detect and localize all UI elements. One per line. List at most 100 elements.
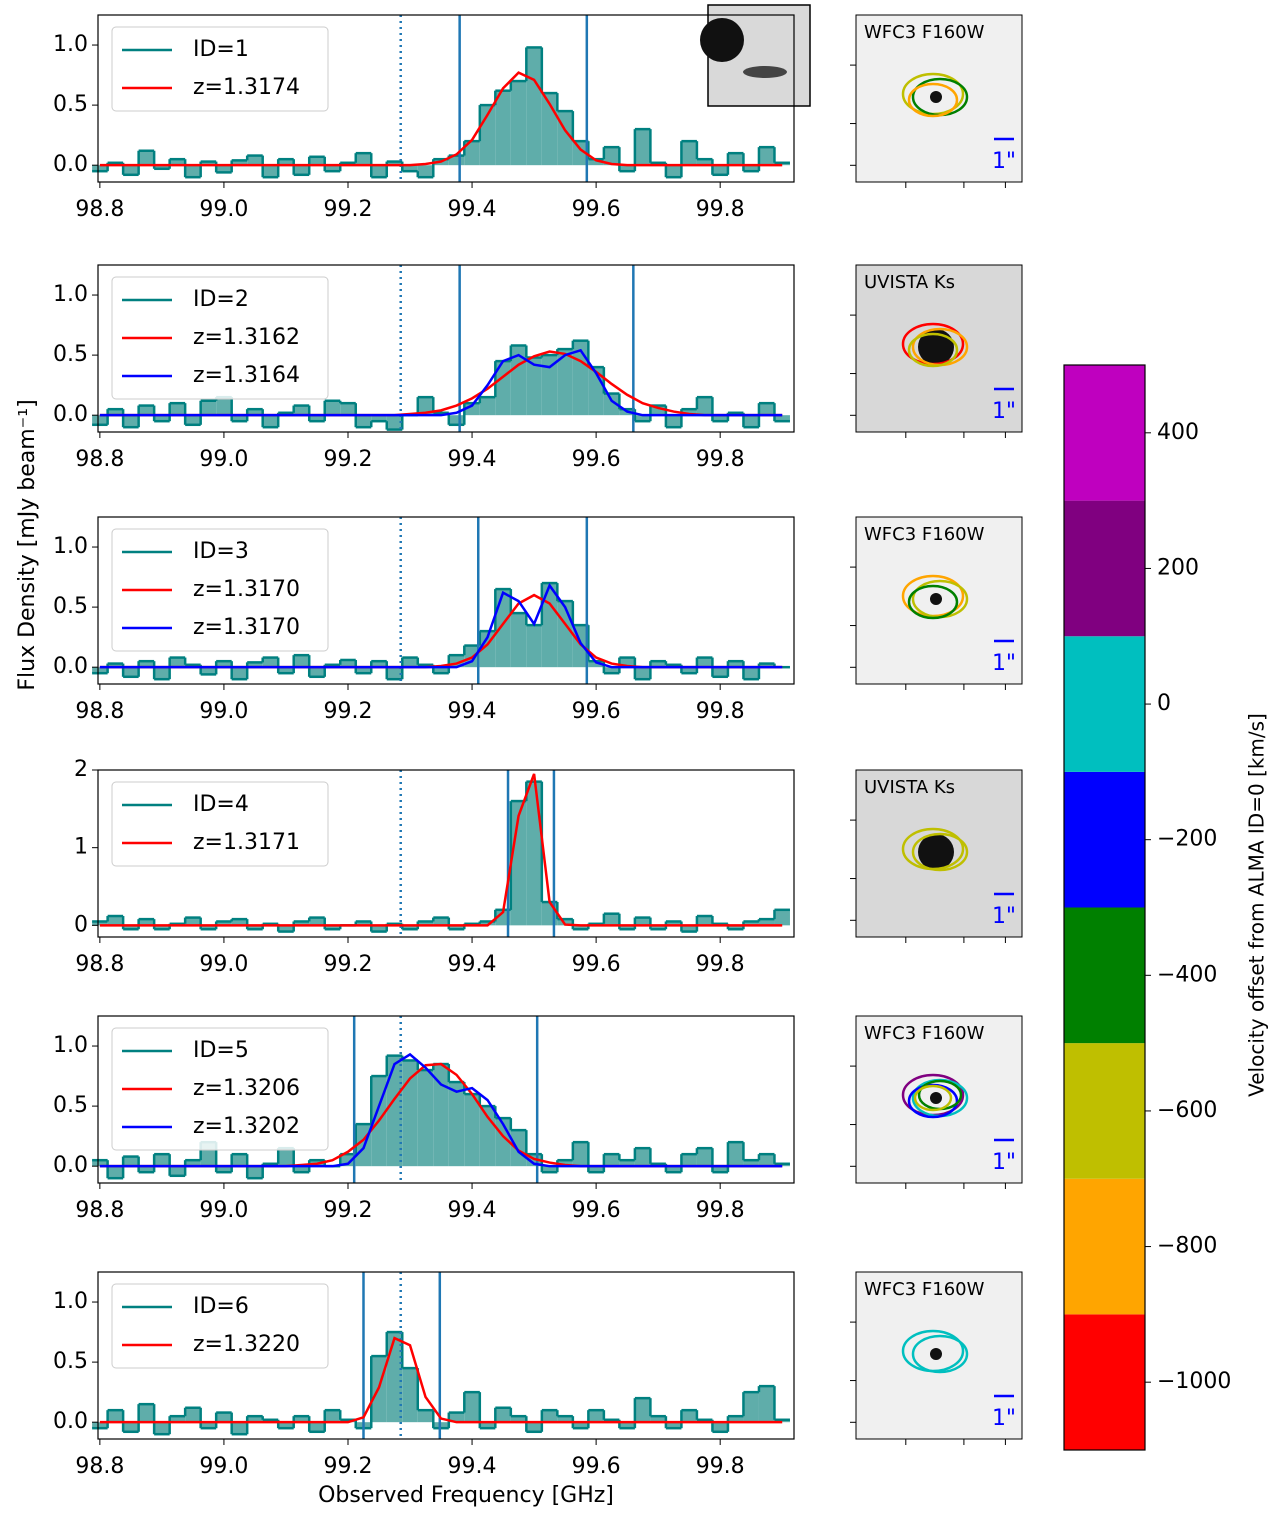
x-tick-label: 99.4 <box>448 699 497 724</box>
x-tick-label: 99.6 <box>572 952 621 977</box>
histogram-bar <box>696 916 713 926</box>
histogram-bar <box>107 663 124 668</box>
histogram-bar <box>371 661 387 668</box>
x-tick-label: 99.0 <box>199 699 248 724</box>
histogram-bar <box>634 415 651 422</box>
histogram-bar <box>278 667 294 674</box>
histogram-bar <box>355 153 372 166</box>
x-tick-label: 99.0 <box>199 1198 248 1223</box>
histogram-bar <box>448 1412 465 1423</box>
fit-line <box>99 348 783 417</box>
y-tick-label: 0.0 <box>53 1153 88 1178</box>
histogram-bar <box>758 919 775 926</box>
y-tick-label: 0.5 <box>53 342 88 367</box>
histogram-bar <box>200 1422 217 1429</box>
histogram-bar <box>216 165 232 173</box>
histogram-bar <box>293 1416 310 1423</box>
histogram-bar <box>355 415 372 428</box>
histogram-bar <box>634 667 651 680</box>
histogram-bar <box>743 667 759 680</box>
axes-frame <box>97 1271 795 1440</box>
histogram-bar <box>92 921 108 926</box>
histogram-bar <box>665 1422 682 1429</box>
histogram-bar <box>557 1416 573 1423</box>
histogram-bar <box>619 657 635 668</box>
histogram-bar <box>154 415 170 422</box>
histogram-bar <box>402 1368 418 1423</box>
histogram-bar <box>169 1166 186 1176</box>
histogram-bar <box>123 667 139 677</box>
contour <box>911 832 969 872</box>
x-tick-label: 99.2 <box>323 952 372 977</box>
histogram-bar <box>510 1130 527 1167</box>
x-tick-label: 99.8 <box>696 952 745 977</box>
histogram-bar <box>185 1160 201 1167</box>
histogram-bar <box>138 405 155 416</box>
histogram-bar <box>200 667 217 675</box>
histogram-bar <box>743 165 759 172</box>
histogram-bar <box>293 165 310 175</box>
histogram-bar <box>464 141 480 166</box>
contour <box>907 584 959 620</box>
histogram-bar <box>495 90 511 166</box>
histogram-bar <box>712 1166 728 1173</box>
histogram-bar <box>402 657 418 668</box>
legend-label: z=1.3170 <box>193 615 300 640</box>
histogram-bar <box>216 1412 232 1423</box>
histogram-bar <box>262 165 279 178</box>
histogram-bar <box>634 917 651 926</box>
fit-line <box>99 1052 783 1168</box>
histogram-bar <box>247 1166 263 1179</box>
histogram-bar <box>417 1410 434 1423</box>
y-tick-label: 1.0 <box>53 1033 88 1058</box>
histogram-bar <box>526 357 542 416</box>
thumbnail-source <box>930 1348 942 1360</box>
scale-label: 1" <box>992 1150 1016 1175</box>
histogram-bar <box>727 1142 744 1167</box>
histogram-bar <box>107 1166 124 1179</box>
histogram-bar <box>123 925 139 930</box>
histogram-bar <box>185 1407 201 1423</box>
histogram-bar <box>510 81 527 166</box>
histogram-bar <box>588 159 604 166</box>
histogram-bar <box>293 405 310 416</box>
y-axis-label: Flux Density [mJy beam⁻¹] <box>15 399 40 690</box>
colorbar-segment <box>1064 771 1145 908</box>
histogram-bar <box>123 415 139 428</box>
histogram-bar <box>262 657 279 668</box>
fit-line <box>99 1336 783 1424</box>
histogram-bar <box>216 921 232 926</box>
histogram-bar <box>665 1166 682 1173</box>
histogram-bar <box>464 1392 480 1423</box>
legend-box <box>111 528 329 652</box>
y-tick-label: 0 <box>74 912 88 937</box>
histogram-bar <box>216 397 232 416</box>
colorbar-tick-label: −400 <box>1157 962 1217 987</box>
x-tick-label: 99.2 <box>323 447 372 472</box>
histogram-bar <box>324 1410 341 1423</box>
histogram-bar <box>572 1422 589 1429</box>
histogram-bar <box>634 1398 651 1423</box>
contour <box>913 1084 953 1112</box>
x-tick-label: 99.2 <box>323 1198 372 1223</box>
histogram-bar <box>386 667 403 680</box>
y-tick-label: 1.0 <box>53 1289 88 1314</box>
histogram-bar <box>743 415 759 428</box>
legend-label: ID=5 <box>193 1038 249 1063</box>
histogram-bar <box>185 415 201 425</box>
contour <box>907 82 959 118</box>
colorbar-segment <box>1064 365 1145 501</box>
histogram-bar <box>727 661 744 668</box>
histogram-bar <box>324 925 341 930</box>
histogram-bar <box>107 916 124 926</box>
histogram-bar <box>448 925 465 930</box>
histogram-bar <box>247 662 263 668</box>
y-tick-label: 0.5 <box>53 1093 88 1118</box>
colorbar-segment <box>1064 1178 1145 1315</box>
legend-label: ID=2 <box>193 287 249 312</box>
histogram-bar <box>712 415 728 422</box>
histogram-bar <box>712 165 728 175</box>
histogram-bar <box>743 1160 759 1167</box>
histogram-bar <box>727 153 744 166</box>
thumbnail-label: WFC3 F160W <box>864 22 985 43</box>
